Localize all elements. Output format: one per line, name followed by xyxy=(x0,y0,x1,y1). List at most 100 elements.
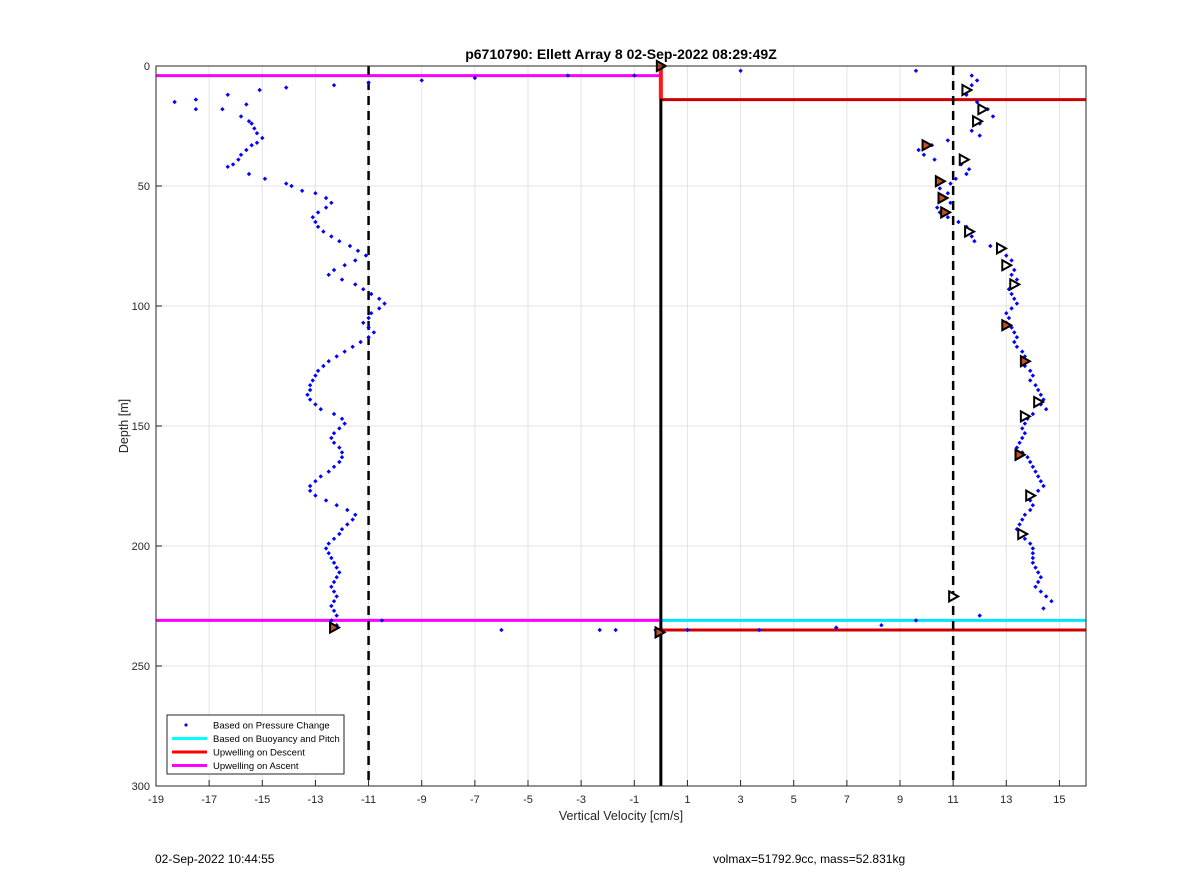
pressure-point xyxy=(307,488,313,493)
pressure-point xyxy=(969,234,974,239)
pressure-point xyxy=(337,570,342,575)
pressure-point xyxy=(313,219,318,225)
pressure-point xyxy=(329,584,334,589)
pressure-point xyxy=(1035,474,1041,479)
x-tick-label: -3 xyxy=(576,794,586,806)
buoyancy-marker xyxy=(964,224,977,239)
pressure-point xyxy=(1028,507,1033,513)
pressure-point xyxy=(358,339,363,345)
pressure-point xyxy=(945,191,951,196)
pressure-point xyxy=(323,498,329,503)
pressure-point xyxy=(326,551,331,556)
pressure-point xyxy=(326,541,331,546)
pressure-point xyxy=(334,575,339,580)
pressure-point xyxy=(323,195,329,201)
pressure-point xyxy=(369,311,374,316)
pressure-point xyxy=(1014,445,1020,450)
pressure-point xyxy=(916,147,921,153)
pressure-point xyxy=(1012,267,1017,273)
pressure-point xyxy=(321,229,326,234)
pressure-point xyxy=(331,579,337,585)
pressure-point xyxy=(339,277,345,282)
pressure-point xyxy=(371,330,377,335)
pressure-point xyxy=(1014,527,1020,532)
descent-surface-point xyxy=(658,69,663,73)
pressure-point xyxy=(379,618,385,623)
x-tick-label: -1 xyxy=(629,794,639,806)
pressure-point xyxy=(1035,570,1041,575)
pressure-point xyxy=(225,164,230,169)
pressure-point xyxy=(313,493,318,498)
x-tick-label: 9 xyxy=(897,794,903,806)
pressure-point xyxy=(339,527,345,532)
pressure-point xyxy=(334,613,339,618)
pressure-point xyxy=(347,243,353,249)
pressure-point xyxy=(331,560,337,565)
pressure-point xyxy=(363,253,369,258)
pressure-point xyxy=(1030,560,1036,565)
y-axis-label: Depth [m] xyxy=(117,399,131,453)
pressure-point xyxy=(315,224,321,229)
pressure-point xyxy=(1033,584,1038,589)
pressure-point xyxy=(337,445,342,450)
pressure-point xyxy=(956,219,961,225)
buoyancy-marker xyxy=(995,241,1009,256)
pressure-point xyxy=(499,627,504,633)
descent-surface-point xyxy=(658,71,663,75)
pressure-point xyxy=(315,368,321,373)
descent-surface-point xyxy=(658,86,663,90)
descent-surface-point xyxy=(658,78,663,82)
pressure-point xyxy=(339,450,345,455)
pressure-point xyxy=(1043,594,1049,599)
pressure-point xyxy=(318,407,323,412)
pressure-point xyxy=(377,306,382,311)
pressure-point xyxy=(246,119,252,124)
pressure-point xyxy=(334,565,339,570)
reference-lines xyxy=(367,66,955,786)
pressure-point xyxy=(756,627,762,633)
pressure-point xyxy=(225,92,230,97)
pressure-point xyxy=(1041,606,1046,611)
pressure-point xyxy=(879,623,884,628)
pressure-point xyxy=(685,627,690,633)
pressure-point xyxy=(1030,555,1036,561)
x-tick-label: 7 xyxy=(844,794,850,806)
pressure-point xyxy=(254,131,260,136)
buoyancy-marker xyxy=(1017,527,1030,541)
pressure-point xyxy=(948,181,953,186)
pressure-point xyxy=(1017,522,1022,527)
pressure-point xyxy=(289,183,294,189)
pressure-point xyxy=(969,73,974,78)
pressure-point xyxy=(331,599,337,604)
pressure-point xyxy=(1020,349,1025,354)
pressure-point xyxy=(366,325,371,330)
legend-label: Based on Pressure Change xyxy=(213,721,330,732)
x-tick-label: 11 xyxy=(947,794,958,806)
pressure-point xyxy=(331,536,337,541)
pressure-point xyxy=(1022,421,1028,426)
pressure-point xyxy=(313,191,318,196)
pressure-point xyxy=(326,469,331,474)
pressure-point xyxy=(613,627,618,633)
pressure-point xyxy=(334,354,339,359)
pressure-point xyxy=(355,248,361,253)
pressure-point xyxy=(974,78,980,83)
pressure-point xyxy=(1035,579,1041,585)
pressure-point xyxy=(1041,483,1046,489)
pressure-point xyxy=(1014,335,1020,340)
legend-marker xyxy=(184,723,188,727)
y-tick-label: 0 xyxy=(144,61,150,73)
pressure-point xyxy=(1020,435,1025,441)
pressure-point xyxy=(307,387,313,393)
pressure-point xyxy=(249,143,254,148)
filled-marker xyxy=(1001,318,1014,332)
x-tick-label: 13 xyxy=(1000,794,1012,806)
x-tick-label: -15 xyxy=(254,794,270,806)
pressure-point xyxy=(230,162,236,167)
pressure-point xyxy=(345,507,350,513)
pressure-point xyxy=(331,267,337,273)
pressure-point xyxy=(913,618,919,623)
pressure-point xyxy=(342,421,347,426)
pressure-point xyxy=(331,411,337,417)
pressure-point xyxy=(1012,339,1017,345)
